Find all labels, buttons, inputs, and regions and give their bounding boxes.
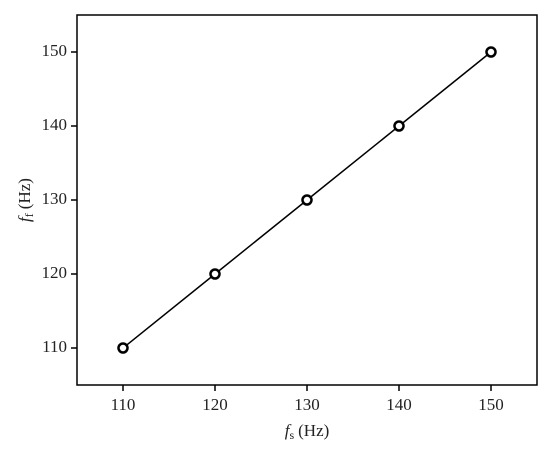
y-tick-label: 130 [42, 189, 68, 208]
y-label-symbol: f [15, 215, 34, 222]
x-tick-label: 140 [386, 395, 412, 414]
y-axis-label: ff(Hz) [15, 178, 36, 222]
data-point [485, 46, 497, 58]
x-label-symbol: f [285, 421, 292, 440]
x-axis-label: fs (Hz) [285, 421, 330, 442]
y-label-unit: (Hz) [15, 178, 34, 209]
y-label-subscript: f [22, 213, 36, 217]
x-tick-label: 110 [111, 395, 136, 414]
y-tick-label: 150 [42, 41, 68, 60]
data-point [301, 194, 313, 206]
x-label-unit: (Hz) [298, 421, 329, 440]
y-tick-label: 140 [42, 115, 68, 134]
x-tick-label: 130 [294, 395, 320, 414]
x-label-subscript: s [289, 428, 294, 442]
y-tick-label: 120 [42, 263, 68, 282]
y-tick-label: 110 [42, 337, 67, 356]
data-point [209, 268, 221, 280]
x-tick-label: 150 [478, 395, 504, 414]
data-point [117, 342, 129, 354]
x-tick-label: 120 [202, 395, 228, 414]
data-point [393, 120, 405, 132]
